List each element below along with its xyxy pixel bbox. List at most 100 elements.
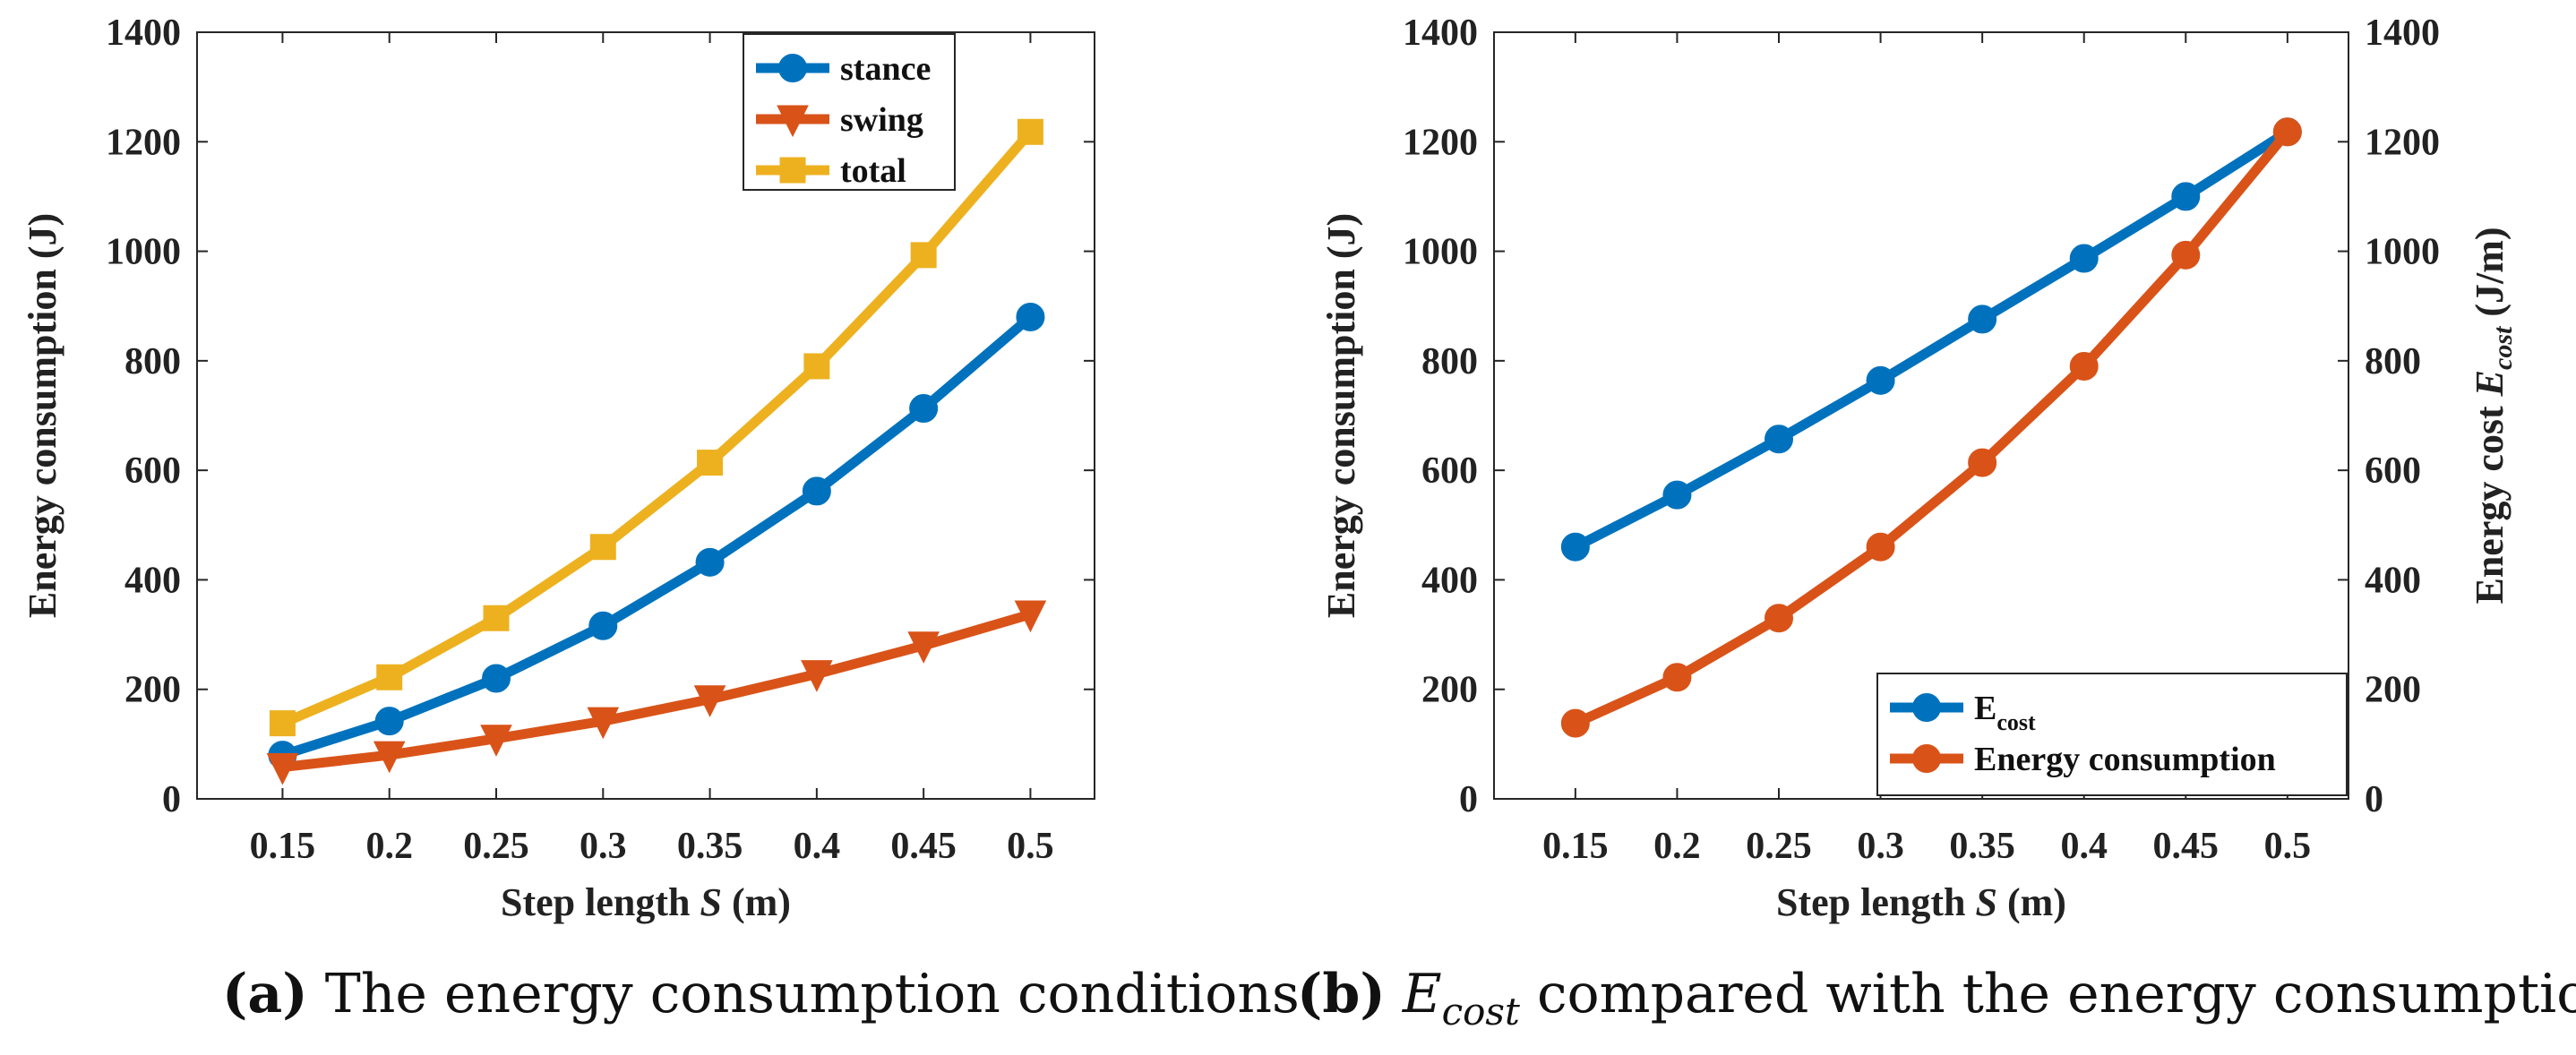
legend-swatch-marker <box>777 105 809 138</box>
legend-label: swing <box>840 101 923 139</box>
x-tick-label: 0.3 <box>1857 826 1904 867</box>
y2-axis-label-sub: cost <box>2488 325 2518 370</box>
data-point <box>2069 351 2099 381</box>
y2-axis-label-suffix: (J/m) <box>2468 227 2512 326</box>
y2-tick-label: 200 <box>2365 670 2421 711</box>
legend-label: stance <box>840 50 931 88</box>
x-tick-label: 0.45 <box>2153 826 2220 867</box>
series-line-0 <box>1573 127 2290 552</box>
data-point <box>1016 302 1045 331</box>
caption-label: (b) <box>1297 963 1386 1025</box>
y-tick-label: 0 <box>1459 779 1478 820</box>
data-point <box>697 450 724 476</box>
x-tick-label: 0.2 <box>365 826 413 867</box>
data-point <box>480 725 512 757</box>
y-tick-label: 1200 <box>106 122 181 163</box>
y2-tick-label: 600 <box>2365 450 2421 492</box>
legend-box <box>1876 673 2348 796</box>
legend-label-name: E <box>1974 690 1996 727</box>
y-tick-label: 1200 <box>1403 122 1478 163</box>
x-tick-label: 0.3 <box>580 826 627 867</box>
y-tick-label: 200 <box>1421 670 1478 711</box>
x-axis-label-suffix: (m) <box>722 880 791 924</box>
x-tick-label: 0.2 <box>1653 826 1701 867</box>
data-point <box>907 631 940 664</box>
x-axis-label-var: S <box>700 880 722 924</box>
y-tick-label: 200 <box>125 670 181 711</box>
axes-box <box>1493 31 2349 800</box>
legend: stance swing total <box>743 33 956 191</box>
y2-tick-label: 1200 <box>2365 122 2440 163</box>
legend-label-name: total <box>840 152 906 190</box>
legend-label-name: stance <box>840 50 931 88</box>
data-point <box>2171 182 2201 211</box>
y2-axis-label-prefix: Energy cost <box>2468 396 2512 604</box>
x-axis-label: Step length S (m) <box>501 880 791 924</box>
data-point <box>1866 365 1895 395</box>
y-tick-label: 400 <box>125 560 181 601</box>
axes-box <box>196 31 1095 800</box>
data-point <box>483 605 510 631</box>
data-point <box>1968 448 1997 477</box>
x-tick-label: 0.15 <box>1542 826 1609 867</box>
y-tick-label: 1400 <box>106 13 181 54</box>
series-line-1 <box>281 609 1032 773</box>
series-line-2 <box>280 128 1035 728</box>
legend-box <box>743 33 956 191</box>
data-point <box>1560 708 1590 738</box>
legend: Ecost Energy consumption <box>1876 673 2348 796</box>
x-axis-label: Step length S (m) <box>1776 880 2066 924</box>
x-tick-label: 0.15 <box>250 826 316 867</box>
x-axis-label-suffix: (m) <box>1997 880 2066 924</box>
data-point <box>909 394 939 424</box>
caption: (b) Ecost compared with the energy consu… <box>1297 963 2576 1034</box>
legend-label: Energy consumption <box>1974 741 2276 778</box>
x-axis-label-prefix: Step length <box>1776 880 1975 924</box>
legend-swatch-marker <box>779 157 806 184</box>
y-tick-label: 1400 <box>1403 13 1478 54</box>
y-tick-label: 1000 <box>1403 232 1478 273</box>
data-point <box>1014 600 1047 633</box>
y2-axis-label: Energy cost Ecost (J/m) <box>2468 227 2518 604</box>
x-tick-label: 0.35 <box>677 826 743 867</box>
x-axis-label-var: S <box>1976 880 1997 924</box>
y-tick-label: 600 <box>1421 450 1478 492</box>
data-point <box>693 685 726 717</box>
y2-tick-label: 1000 <box>2365 232 2440 273</box>
legend-label-name: Energy consumption <box>1974 741 2276 778</box>
y-tick-label: 800 <box>1421 341 1478 382</box>
data-point <box>910 242 937 269</box>
y-tick-label: 800 <box>125 341 181 382</box>
y2-tick-label: 1400 <box>2365 13 2440 54</box>
y-axis-label: Energy consumption (J) <box>1319 213 1363 618</box>
data-point <box>587 707 620 740</box>
legend-label: Ecost <box>1974 690 2036 735</box>
x-tick-label: 0.25 <box>463 826 529 867</box>
data-point <box>2171 240 2201 270</box>
y2-tick-label: 800 <box>2365 341 2421 382</box>
data-point <box>1662 663 1692 692</box>
data-point <box>1765 604 1793 633</box>
x-tick-label: 0.4 <box>2060 826 2108 867</box>
data-point <box>1765 425 1793 454</box>
data-point <box>1560 532 1590 562</box>
legend-label: total <box>840 152 906 190</box>
x-tick-label: 0.25 <box>1746 826 1812 867</box>
y-axis-label: Energy consumption (J) <box>21 213 64 618</box>
x-tick-label: 0.5 <box>1007 826 1054 867</box>
legend-swatch-marker <box>778 54 807 82</box>
legend-label-name: swing <box>840 101 923 139</box>
y2-tick-label: 0 <box>2365 779 2383 820</box>
data-point <box>376 664 403 690</box>
data-point <box>2272 117 2302 147</box>
caption-var: E <box>1402 963 1442 1025</box>
x-tick-label: 0.5 <box>2264 826 2312 867</box>
legend-swatch-marker <box>1912 744 1941 773</box>
data-point <box>269 710 296 737</box>
y-tick-label: 600 <box>125 450 181 492</box>
caption-label: (a) <box>222 963 308 1025</box>
data-point <box>1968 304 1997 334</box>
data-point <box>373 741 406 774</box>
data-point <box>266 753 299 785</box>
